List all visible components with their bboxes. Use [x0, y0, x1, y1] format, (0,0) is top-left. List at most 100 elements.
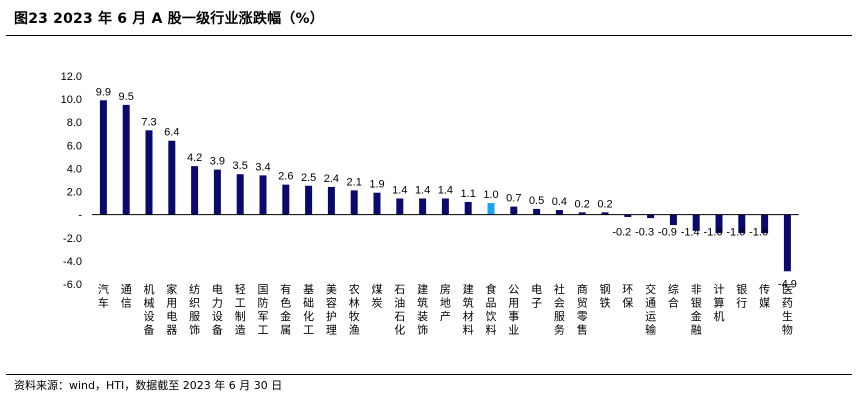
bar	[464, 201, 472, 215]
category-label: 社会服务	[554, 282, 565, 337]
value-label: -4.9	[778, 278, 797, 290]
bar	[692, 214, 700, 231]
bar	[533, 208, 541, 215]
value-label: 1.4	[438, 184, 453, 196]
bar	[783, 214, 791, 272]
category-label: 公用事业	[508, 283, 519, 337]
value-label: 2.5	[301, 172, 316, 184]
figure-title: 图23 2023 年 6 月 A 股一级行业涨跌幅（%）	[14, 11, 324, 27]
value-label: 3.9	[210, 156, 225, 168]
category-label: 煤炭	[372, 283, 383, 310]
bar	[624, 214, 632, 217]
category-label: 环保	[622, 283, 633, 310]
bar	[122, 104, 130, 215]
y-tick-label: -	[78, 210, 82, 222]
y-tick-label: -2.0	[63, 233, 82, 245]
bar	[213, 169, 221, 215]
bar	[373, 192, 381, 215]
value-label: 0.7	[506, 193, 521, 205]
bar	[259, 175, 267, 215]
y-tick-label: 4.0	[67, 163, 82, 175]
value-label: 2.1	[347, 176, 362, 188]
bar-chart: 12.0 10.0 8.0 6.0 4.0 2.0 - -2.0 -4.0 -6.0 9.9 9.5…	[61, 71, 799, 337]
source-note: 资料来源：wind，HTI，数据截至 2023 年 6 月 30 日	[14, 379, 283, 392]
bar	[396, 198, 404, 215]
category-label: 家用电器	[166, 282, 177, 337]
category-label: 美容护理	[326, 283, 337, 337]
bar	[487, 203, 495, 215]
value-label: -1.6	[726, 227, 745, 239]
value-label: 1.4	[392, 184, 407, 196]
value-label: 1.9	[369, 179, 384, 191]
bar	[761, 214, 769, 234]
value-label: 0.4	[552, 196, 567, 208]
bar	[236, 174, 244, 215]
value-label: 1.0	[483, 189, 498, 201]
bar	[168, 140, 176, 215]
y-tick-label: 6.0	[67, 140, 82, 152]
value-label: 2.4	[324, 173, 339, 185]
bar	[601, 212, 609, 215]
value-label: -1.6	[749, 227, 768, 239]
bar	[647, 214, 655, 219]
category-label: 农林牧渔	[349, 282, 360, 337]
bar	[419, 198, 427, 215]
category-label: 综合	[668, 282, 679, 310]
value-label: -0.2	[612, 227, 631, 239]
bar	[327, 186, 335, 215]
value-label: 2.6	[278, 171, 293, 183]
value-labels-group: 9.9 9.5 7.3 6.4 4.2 3.9 3.5 3.4 2.6 2.5 2.4 2.1 1.9 1…	[96, 86, 797, 290]
category-label: 银行	[736, 282, 747, 310]
category-label: 建筑材料	[463, 282, 474, 337]
bar	[282, 184, 290, 215]
category-label: 交通运输	[645, 282, 656, 337]
value-label: 1.4	[415, 184, 430, 196]
bar	[145, 130, 153, 215]
category-label: 石油石化	[394, 283, 405, 337]
bar	[441, 198, 449, 215]
bar	[578, 212, 586, 215]
y-tick-label: -6.0	[63, 279, 82, 291]
category-label: 商贸零售	[577, 282, 588, 337]
value-label: 7.3	[141, 116, 156, 128]
value-label: 4.2	[187, 152, 202, 164]
y-tick-label: 12.0	[61, 71, 82, 83]
bar	[669, 214, 677, 226]
category-label: 计算机	[714, 283, 725, 323]
category-label: 钢铁	[600, 283, 611, 310]
bar	[555, 210, 563, 215]
top-rule	[6, 35, 852, 36]
value-label: 0.2	[575, 198, 590, 210]
category-label: 传媒	[759, 283, 770, 310]
category-label: 通信	[121, 283, 132, 310]
category-label: 电力设备	[212, 283, 223, 337]
value-label: 1.1	[461, 188, 476, 200]
bar	[350, 190, 358, 215]
value-label: 3.5	[233, 160, 248, 172]
value-label: 9.5	[119, 91, 134, 103]
category-label: 房地产	[440, 283, 451, 323]
category-label: 医药生物	[782, 283, 793, 337]
value-label: 0.5	[529, 195, 544, 207]
category-label: 基础化工	[303, 283, 314, 337]
bar	[305, 185, 313, 215]
value-label: 3.4	[255, 161, 270, 173]
bar	[191, 166, 199, 215]
category-label: 国防军工	[258, 283, 269, 337]
value-label: -1.6	[704, 227, 723, 239]
category-label: 建筑装饰	[417, 282, 428, 337]
y-axis: 12.0 10.0 8.0 6.0 4.0 2.0 - -2.0 -4.0 -6.0	[61, 71, 83, 291]
category-label: 纺织服饰	[189, 282, 200, 337]
value-label: 9.9	[96, 86, 111, 98]
bar	[738, 214, 746, 234]
category-label: 非银金融	[691, 283, 702, 337]
bar	[715, 214, 723, 234]
bottom-rule	[6, 374, 852, 375]
category-label: 机械设备	[144, 282, 155, 337]
bars-group	[99, 100, 791, 272]
value-label: -1.4	[681, 227, 700, 239]
value-label: 0.2	[597, 198, 612, 210]
category-label: 汽车	[98, 282, 109, 310]
bar	[99, 100, 107, 215]
